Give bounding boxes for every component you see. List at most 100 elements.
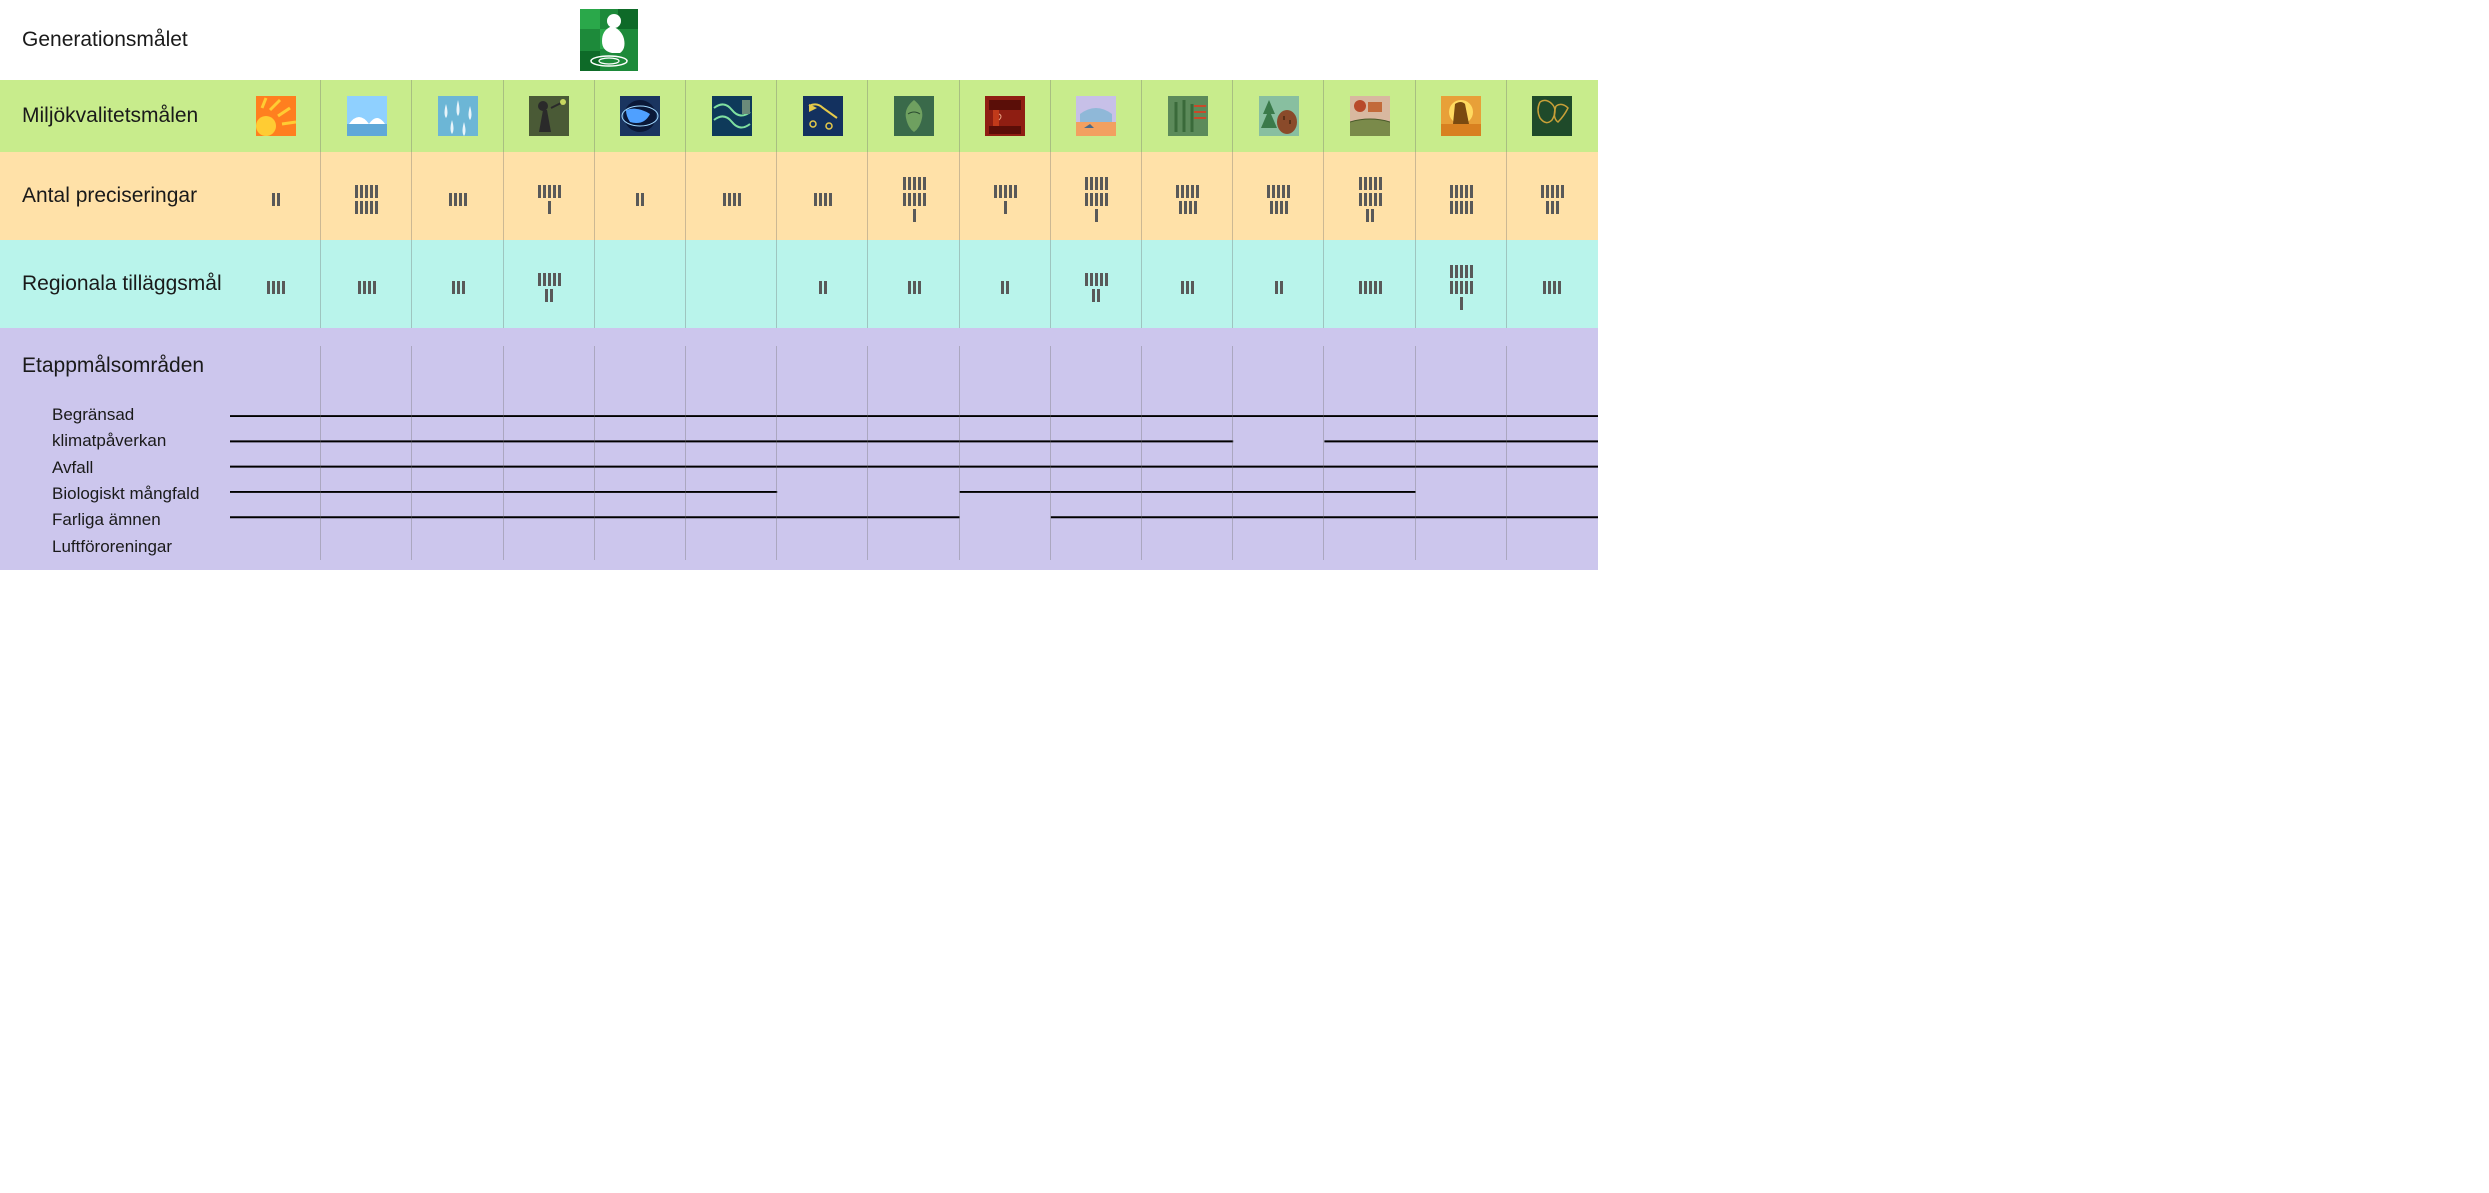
- eutrophication-icon: [803, 96, 843, 136]
- regionala-cell: [1142, 240, 1233, 328]
- goal-icon-radiation: [686, 80, 777, 152]
- etapp-col: [1507, 346, 1598, 560]
- tally-marks: [1541, 179, 1564, 214]
- tally-marks: [819, 275, 827, 294]
- row-label-etapp: Etappmålsområden Begränsad klimatpåverka…: [0, 346, 230, 560]
- goal-icon-marine: [1051, 80, 1142, 152]
- tally-marks: [1085, 171, 1108, 222]
- goal-icon-mountains: [1416, 80, 1507, 152]
- antal-cell: [412, 152, 503, 240]
- regionala-cell: [321, 240, 412, 328]
- etapp-title: Etappmålsområden: [22, 346, 204, 378]
- antal-cell: [595, 152, 686, 240]
- row-regionala: Regionala tilläggsmål: [0, 240, 1598, 328]
- antal-cell: [777, 152, 868, 240]
- antal-cell: [686, 152, 777, 240]
- tally-marks: [267, 275, 285, 294]
- regionala-cell: [868, 240, 959, 328]
- icon-columns: [230, 80, 1598, 152]
- tally-marks: [908, 275, 921, 294]
- clean-air-icon: [347, 96, 387, 136]
- goal-icon-wetlands: [1142, 80, 1233, 152]
- row-label-miljokvalitet: Miljökvalitetsmålen: [0, 80, 230, 152]
- tally-marks: [723, 187, 741, 206]
- row-label-antal: Antal preciseringar: [0, 152, 230, 240]
- antal-cell: [1233, 152, 1324, 240]
- etapp-col: [1142, 346, 1233, 560]
- tally-marks: [1450, 259, 1473, 310]
- goal-icon-toxic-free: [504, 80, 595, 152]
- regionala-cell: [1416, 240, 1507, 328]
- marine-icon: [1076, 96, 1116, 136]
- etapp-col: [960, 346, 1051, 560]
- etapp-col: [1416, 346, 1507, 560]
- antal-cell: [230, 152, 321, 240]
- antal-cell: [868, 152, 959, 240]
- etapp-col: [595, 346, 686, 560]
- tally-marks: [452, 275, 465, 294]
- row-antal: Antal preciseringar: [0, 152, 1598, 240]
- etapp-columns: [230, 346, 1598, 560]
- regionala-cell: [777, 240, 868, 328]
- tally-marks: [903, 171, 926, 222]
- regionala-cell: [686, 240, 777, 328]
- goal-icon-lakes: [868, 80, 959, 152]
- lakes-icon: [894, 96, 934, 136]
- goal-icon-groundwater: [960, 80, 1051, 152]
- tally-marks: [1085, 267, 1108, 302]
- tally-marks: [814, 187, 832, 206]
- tally-marks: [355, 179, 378, 214]
- tally-marks: [449, 187, 467, 206]
- regionala-cell: [412, 240, 503, 328]
- goal-icon-built-env: [1507, 80, 1598, 152]
- antal-cell: [1051, 152, 1142, 240]
- wetlands-icon: [1168, 96, 1208, 136]
- page: Generationsmålet Miljökvalitetsmålen Ant…: [0, 0, 1598, 570]
- etapp-item: Biologiskt mångfald: [22, 481, 230, 507]
- sun-icon: [256, 96, 296, 136]
- regionala-cell: [1051, 240, 1142, 328]
- tally-marks: [272, 187, 280, 206]
- tally-marks: [538, 267, 561, 302]
- groundwater-icon: [985, 96, 1025, 136]
- antal-cell: [1324, 152, 1415, 240]
- etapp-col: [868, 346, 959, 560]
- antal-cell: [1142, 152, 1233, 240]
- regionala-cell: [960, 240, 1051, 328]
- antal-cell: [1507, 152, 1598, 240]
- tally-marks: [358, 275, 376, 294]
- regionala-cell: [230, 240, 321, 328]
- built-env-icon: [1532, 96, 1572, 136]
- antal-cell: [1416, 152, 1507, 240]
- etapp-item: Begränsad klimatpåverkan: [22, 402, 230, 455]
- antal-columns: [230, 152, 1598, 240]
- goal-icon-forest: [1233, 80, 1324, 152]
- tally-marks: [1275, 275, 1283, 294]
- etapp-col: [1233, 346, 1324, 560]
- antal-cell: [321, 152, 412, 240]
- forest-icon: [1259, 96, 1299, 136]
- goal-icon-eutrophication: [777, 80, 868, 152]
- etapp-items: Begränsad klimatpåverkanAvfallBiologiskt…: [22, 402, 230, 560]
- page-title: Generationsmålet: [0, 28, 230, 52]
- tally-marks: [1001, 275, 1009, 294]
- goal-icon-agriculture: [1324, 80, 1415, 152]
- acid-rain-icon: [438, 96, 478, 136]
- etapp-col: [321, 346, 412, 560]
- mountains-icon: [1441, 96, 1481, 136]
- goal-icon-clean-air: [321, 80, 412, 152]
- etapp-col: [686, 346, 777, 560]
- goal-icon-acid-rain: [412, 80, 503, 152]
- radiation-icon: [712, 96, 752, 136]
- etapp-col: [504, 346, 595, 560]
- regionala-cell: [595, 240, 686, 328]
- etapp-item: Avfall: [22, 455, 230, 481]
- tally-marks: [1181, 275, 1194, 294]
- goal-icon-ozone: [595, 80, 686, 152]
- row-etapp: Etappmålsområden Begränsad klimatpåverka…: [0, 328, 1598, 570]
- regionala-cell: [1324, 240, 1415, 328]
- generation-logo-icon: [580, 9, 638, 71]
- regionala-cell: [504, 240, 595, 328]
- antal-cell: [504, 152, 595, 240]
- etapp-item: Luftföroreningar: [22, 534, 230, 560]
